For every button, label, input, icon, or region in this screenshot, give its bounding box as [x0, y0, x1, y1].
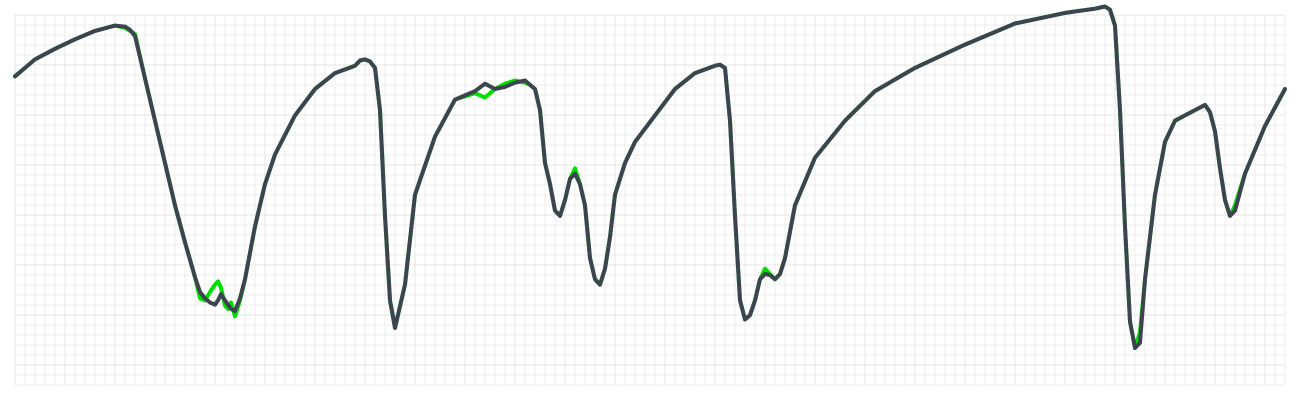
- series-layer: [13, 4, 1287, 350]
- grid: [14, 14, 1286, 386]
- series-line-2: [13, 4, 1287, 350]
